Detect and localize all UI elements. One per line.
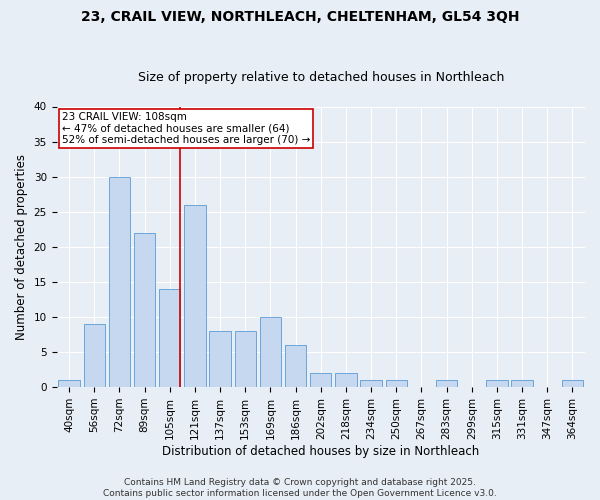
Bar <box>386 380 407 387</box>
Text: Contains HM Land Registry data © Crown copyright and database right 2025.
Contai: Contains HM Land Registry data © Crown c… <box>103 478 497 498</box>
Bar <box>310 373 331 387</box>
Bar <box>486 380 508 387</box>
Title: Size of property relative to detached houses in Northleach: Size of property relative to detached ho… <box>137 72 504 85</box>
Bar <box>361 380 382 387</box>
Bar <box>83 324 105 387</box>
Bar <box>184 204 206 387</box>
Bar <box>235 331 256 387</box>
Bar <box>209 331 231 387</box>
Text: 23 CRAIL VIEW: 108sqm
← 47% of detached houses are smaller (64)
52% of semi-deta: 23 CRAIL VIEW: 108sqm ← 47% of detached … <box>62 112 310 146</box>
Bar <box>159 289 181 387</box>
Bar <box>260 317 281 387</box>
Text: 23, CRAIL VIEW, NORTHLEACH, CHELTENHAM, GL54 3QH: 23, CRAIL VIEW, NORTHLEACH, CHELTENHAM, … <box>81 10 519 24</box>
Bar <box>436 380 457 387</box>
Bar <box>562 380 583 387</box>
Bar <box>58 380 80 387</box>
Bar <box>335 373 356 387</box>
Bar <box>511 380 533 387</box>
Bar <box>109 176 130 387</box>
Bar <box>134 233 155 387</box>
Y-axis label: Number of detached properties: Number of detached properties <box>15 154 28 340</box>
Bar <box>285 345 306 387</box>
X-axis label: Distribution of detached houses by size in Northleach: Distribution of detached houses by size … <box>162 444 479 458</box>
